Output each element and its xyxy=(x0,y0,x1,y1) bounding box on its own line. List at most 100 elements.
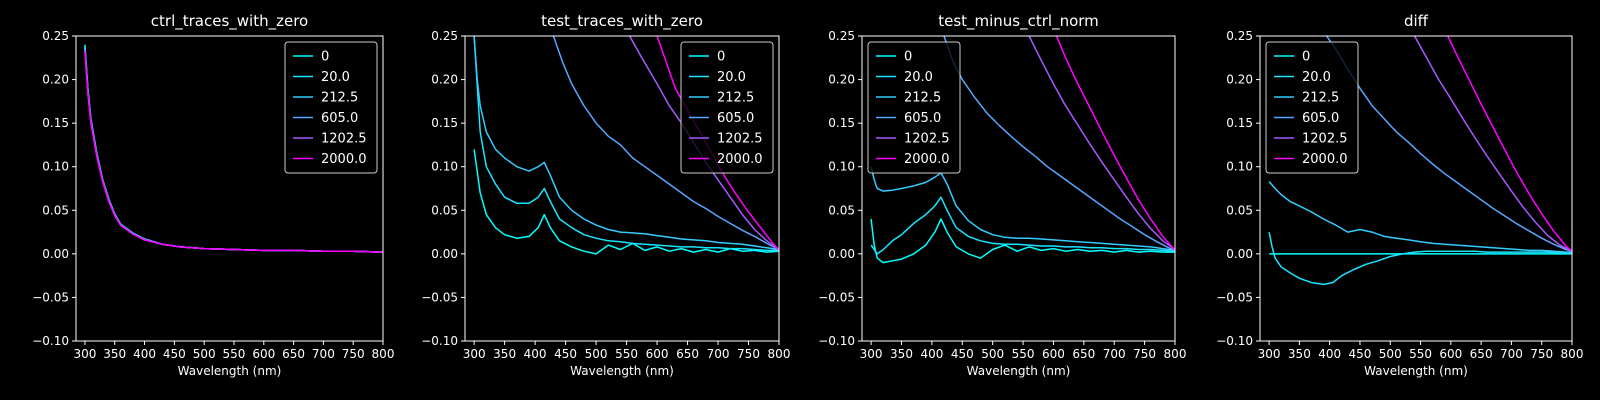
series-line-212.5 xyxy=(870,166,1175,252)
y-tick-label: −0.10 xyxy=(421,334,458,348)
y-tick-label: 0.20 xyxy=(1226,73,1253,87)
y-tick-label: 0.10 xyxy=(42,160,69,174)
legend-box xyxy=(1265,41,1359,174)
x-tick-label: 650 xyxy=(282,347,305,361)
legend-entry: 1202.5 xyxy=(904,132,950,147)
series-line-212.5 xyxy=(473,36,779,251)
y-tick-label: 0.05 xyxy=(1226,203,1253,217)
x-tick-label: 500 xyxy=(585,347,608,361)
y-tick-label: 0.10 xyxy=(1226,160,1253,174)
x-tick-label: 750 xyxy=(1133,347,1156,361)
x-tick-label: 750 xyxy=(1530,347,1553,361)
y-tick-label: 0.05 xyxy=(42,203,69,217)
x-tick-label: 300 xyxy=(1258,347,1281,361)
legend-entry: 0 xyxy=(321,50,329,65)
x-tick-label: 350 xyxy=(1288,347,1311,361)
x-tick-label: 650 xyxy=(1470,347,1493,361)
legend-entry: 0 xyxy=(717,50,725,65)
plot-frame xyxy=(1259,35,1573,342)
y-tick-label: 0.15 xyxy=(42,116,69,130)
y-tick-label: 0.25 xyxy=(1226,29,1253,43)
y-tick-label: 0.25 xyxy=(828,29,855,43)
x-tick-label: 550 xyxy=(615,347,638,361)
legend-entry: 2000.0 xyxy=(1302,152,1348,167)
x-tick-label: 650 xyxy=(676,347,699,361)
legend: 0 20.0 212.5 605.0 1202.5 2000.0 xyxy=(867,41,961,174)
x-tick-label: 700 xyxy=(312,347,335,361)
series-line-0 xyxy=(473,149,779,255)
legend-box xyxy=(680,41,774,174)
chart-panel-1: ctrl_traces_with_zero 300 350 400 450 500 550 6… xyxy=(32,12,394,378)
legend: 0 20.0 212.5 605.0 1202.5 2000.0 xyxy=(1265,41,1359,174)
y-tick-label: 0.15 xyxy=(828,116,855,130)
x-tick-label: 350 xyxy=(493,347,516,361)
y-tick-label: 0.20 xyxy=(828,73,855,87)
legend: 0 20.0 212.5 605.0 1202.5 2000.0 xyxy=(284,41,378,174)
series-line-20.0 xyxy=(870,196,1175,255)
legend-entry: 1202.5 xyxy=(1302,132,1348,147)
x-axis-label: Wavelength (nm) xyxy=(967,364,1071,378)
y-tick-label: 0.05 xyxy=(828,203,855,217)
legend-entry: 605.0 xyxy=(1302,111,1339,126)
x-tick-label: 600 xyxy=(646,347,669,361)
legend-entry: 1202.5 xyxy=(321,132,367,147)
chart-title: ctrl_traces_with_zero xyxy=(151,12,308,31)
y-tick-label: 0.00 xyxy=(42,247,69,261)
y-tick-label: 0.00 xyxy=(828,247,855,261)
legend-entry: 20.0 xyxy=(904,70,933,85)
legend-entry: 2000.0 xyxy=(717,152,763,167)
y-tick-label: 0.15 xyxy=(431,116,458,130)
chart-panel-3: test_minus_ctrl_norm 300 350 400 450 500 550 60… xyxy=(818,12,1186,378)
y-tick-label: −0.05 xyxy=(818,290,855,304)
legend-entry: 212.5 xyxy=(904,91,941,106)
x-tick-label: 500 xyxy=(981,347,1004,361)
x-tick-label: 350 xyxy=(890,347,913,361)
x-tick-label: 800 xyxy=(1561,347,1584,361)
x-tick-label: 400 xyxy=(133,347,156,361)
chart-title: diff xyxy=(1404,12,1429,30)
legend-entry: 212.5 xyxy=(717,91,754,106)
x-axis-label: Wavelength (nm) xyxy=(1364,364,1468,378)
y-tick-label: 0.20 xyxy=(42,73,69,87)
x-tick-label: 450 xyxy=(1349,347,1372,361)
legend-entry: 20.0 xyxy=(1302,70,1331,85)
legend-entry: 0 xyxy=(1302,50,1310,65)
x-tick-label: 300 xyxy=(463,347,486,361)
series-line-20.0 xyxy=(473,36,779,252)
series-line-2000.0 xyxy=(1447,36,1572,252)
x-tick-label: 450 xyxy=(554,347,577,361)
legend-entry: 20.0 xyxy=(321,70,350,85)
x-tick-label: 300 xyxy=(860,347,883,361)
x-tick-label: 700 xyxy=(1500,347,1523,361)
series-group xyxy=(1268,36,1572,286)
legend-entry: 1202.5 xyxy=(717,132,763,147)
chart-panel-2: test_traces_with_zero 300 350 400 450 500 550 6… xyxy=(421,12,790,378)
y-tick-label: −0.10 xyxy=(32,334,69,348)
x-tick-label: 350 xyxy=(103,347,126,361)
x-tick-label: 600 xyxy=(1439,347,1462,361)
plot-frame xyxy=(861,35,1176,342)
legend-box xyxy=(867,41,961,174)
series-line-1202.5 xyxy=(1028,36,1175,251)
series-group xyxy=(870,36,1175,264)
series-line-605.0 xyxy=(943,36,1175,252)
x-tick-label: 550 xyxy=(1409,347,1432,361)
x-axis-label: Wavelength (nm) xyxy=(178,364,282,378)
legend-entry: 605.0 xyxy=(321,111,358,126)
legend: 0 20.0 212.5 605.0 1202.5 2000.0 xyxy=(680,41,774,174)
x-tick-label: 650 xyxy=(1072,347,1095,361)
y-tick-label: −0.10 xyxy=(1216,334,1253,348)
y-tick-label: 0.20 xyxy=(431,73,458,87)
y-tick-label: −0.10 xyxy=(818,334,855,348)
x-tick-label: 800 xyxy=(1164,347,1187,361)
legend-entry: 20.0 xyxy=(717,70,746,85)
y-tick-label: −0.05 xyxy=(421,290,458,304)
y-tick-label: 0.00 xyxy=(431,247,458,261)
y-tick-label: 0.15 xyxy=(1226,116,1253,130)
x-tick-label: 750 xyxy=(342,347,365,361)
y-tick-label: 0.25 xyxy=(431,29,458,43)
chart-panel-4: diff 300 350 400 450 500 550 600 650 700 750 800 −0.… xyxy=(1216,12,1583,378)
series-line-212.5 xyxy=(1268,181,1572,253)
chart-title: test_traces_with_zero xyxy=(541,12,703,31)
